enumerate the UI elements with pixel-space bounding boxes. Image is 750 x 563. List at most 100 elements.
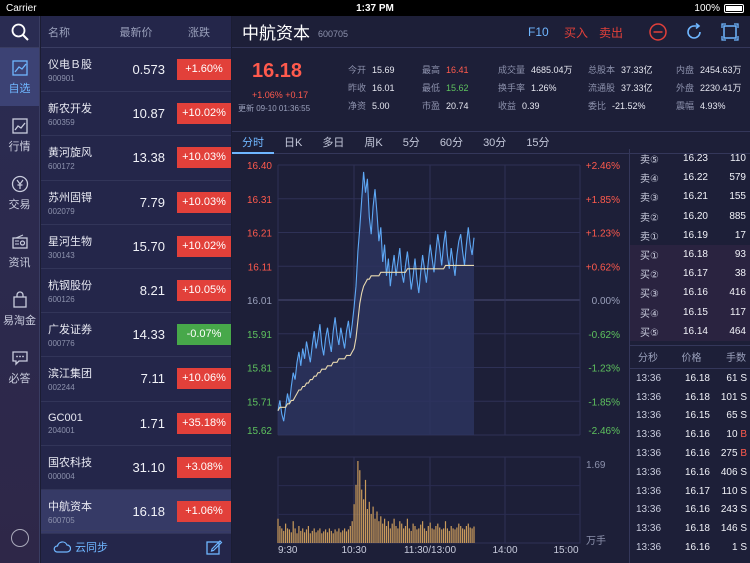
volume-bar (393, 518, 395, 543)
tab-0[interactable]: 分时 (232, 132, 274, 154)
price-change: +1.06% +0.17 (252, 90, 308, 100)
tab-3[interactable]: 周K (364, 136, 383, 149)
buy-level-qty: 416 (729, 287, 746, 299)
trade-price: 16.16 (684, 504, 710, 516)
price-tick-label: 16.31 (247, 195, 272, 206)
volume-bar (460, 526, 462, 543)
stock-cell: 仪电Ｂ股 900901 (41, 56, 111, 83)
tab-1[interactable]: 日K (284, 136, 303, 149)
search-button[interactable] (0, 16, 39, 48)
tab-6[interactable]: 30分 (483, 136, 507, 149)
quote-field: 收益 0.39 (498, 99, 540, 112)
trade-time: 13:36 (636, 523, 662, 535)
quote-field-label: 流通股 (588, 83, 616, 93)
sell-level-label: 卖③ (640, 193, 659, 205)
volume-bar (410, 530, 412, 543)
buy-button[interactable]: 买入 (564, 26, 589, 40)
row-price: 14.33 (132, 327, 165, 343)
user-avatar-icon[interactable] (11, 529, 29, 547)
edit-icon[interactable] (205, 538, 223, 556)
quote-field: 最低 15.62 (422, 81, 469, 94)
header-change[interactable]: 涨跌 (188, 26, 210, 39)
watchlist-row[interactable]: 仪电Ｂ股 900901 0.573 +1.60% (41, 48, 231, 93)
volume-bar (403, 528, 405, 543)
status-bar: Carrier 1:37 PM 100% (0, 0, 750, 16)
volume-bar (452, 528, 454, 543)
watchlist-row[interactable]: 滨江集团 002244 7.11 +10.06% (41, 357, 231, 402)
buy-level-label: 买⑤ (640, 327, 659, 339)
volume-bar (290, 532, 292, 543)
sell-button[interactable]: 卖出 (599, 26, 624, 40)
row-change-badge: +10.03% (177, 191, 231, 213)
nav-item-1[interactable]: 行情 (0, 106, 39, 164)
stock-detail: 中航资本 600705 F10 买入 卖出 16.18 +1.06% +0.17… (232, 16, 750, 563)
search-icon (11, 23, 29, 41)
volume-bar (325, 529, 327, 543)
header-name[interactable]: 名称 (48, 26, 70, 39)
watchlist-row[interactable]: 中航资本 600705 16.18 +1.06% (41, 489, 231, 535)
volume-bar (462, 528, 464, 543)
trade-volume-value: 243 (720, 504, 738, 516)
row-stock-code: 600705 (48, 515, 75, 525)
quote-field: 市盈 20.74 (422, 99, 469, 112)
watchlist-row[interactable]: 黄河旋风 600172 13.38 +10.03% (41, 136, 231, 181)
nav-item-5[interactable]: 必答 (0, 338, 39, 396)
volume-bar (456, 527, 458, 543)
intraday-chart[interactable]: 16.40 16.31 16.21 16.11 16.01 15.91 15.81 15.71… (232, 155, 628, 563)
tab-5[interactable]: 60分 (439, 136, 464, 149)
volume-bar (355, 484, 357, 543)
sell-level-label: 卖⑤ (640, 155, 659, 167)
volume-bar (315, 532, 317, 543)
header-price[interactable]: 最新价 (119, 26, 153, 39)
trade-side: S (740, 541, 747, 553)
volume-bar (305, 529, 308, 543)
volume-bar (380, 516, 382, 543)
nav-item-4[interactable]: 易淘金 (0, 280, 39, 338)
tab-4[interactable]: 5分 (402, 136, 420, 149)
buy-level-qty: 38 (734, 268, 746, 280)
row-stock-name: 国农科技 (48, 456, 92, 469)
trade-time: 13:36 (636, 372, 662, 384)
watchlist-row[interactable]: 国农科技 000004 31.10 +3.08% (41, 446, 231, 490)
quote-field-value: 2454.63万 (700, 65, 742, 75)
trade-row: 13:36 16.16 1 S (630, 538, 750, 557)
buy-level-label: 买④ (640, 308, 659, 320)
volume-bar (359, 470, 361, 543)
watchlist-row[interactable]: 杭钢股份 600126 8.21 +10.05% (41, 269, 231, 314)
quote-field-value: 15.62 (446, 83, 469, 93)
volume-bar (361, 489, 363, 543)
trade-volume-value: 65 (726, 410, 738, 422)
remove-from-watchlist-icon[interactable] (648, 22, 668, 42)
watchlist-row[interactable]: 新农开发 600359 10.87 +10.02% (41, 92, 231, 137)
nav-item-3[interactable]: 资讯 (0, 222, 39, 280)
time-tick-label: 11:30/13:00 (404, 545, 457, 556)
watchlist-row[interactable]: GC001 204001 1.71 +35.18% (41, 402, 231, 446)
watchlist-row[interactable]: 苏州固锝 002079 7.79 +10.03% (41, 181, 231, 225)
quote-field-label: 市盈 (422, 101, 441, 111)
buy-level-price: 16.17 (682, 268, 708, 280)
row-price: 8.21 (139, 283, 165, 299)
sell-level-qty: 155 (729, 191, 746, 203)
quote-field: 外盘 2230.41万 (676, 81, 742, 94)
watchlist-row[interactable]: 广发证券 000776 14.33 -0.07% (41, 313, 231, 358)
cloud-sync-button[interactable]: 云同步 (75, 542, 108, 554)
volume-bar (423, 528, 426, 543)
tab-7[interactable]: 15分 (526, 136, 550, 149)
quote-field-value: 37.33亿 (621, 83, 653, 93)
watchlist-row[interactable]: 星河生物 300143 15.70 +10.02% (41, 225, 231, 269)
volume-bar (309, 533, 311, 543)
row-price: 31.10 (132, 459, 165, 475)
shopping-bag-icon (12, 290, 27, 308)
volume-bar (279, 526, 281, 543)
tab-2[interactable]: 多日 (322, 136, 345, 149)
fullscreen-icon[interactable] (720, 22, 740, 42)
watchlist-header: 名称 最新价 涨跌 (41, 16, 231, 48)
nav-item-2[interactable]: 交易 (0, 164, 39, 222)
trade-volume: 275 B (710, 448, 747, 459)
volume-bar (283, 530, 285, 543)
change-amount: +0.17 (285, 90, 309, 100)
refresh-icon[interactable] (684, 22, 704, 42)
f10-button[interactable]: F10 (528, 25, 549, 39)
nav-item-0[interactable]: 自选 (0, 48, 39, 106)
trade-volume-value: 110 (721, 485, 738, 497)
